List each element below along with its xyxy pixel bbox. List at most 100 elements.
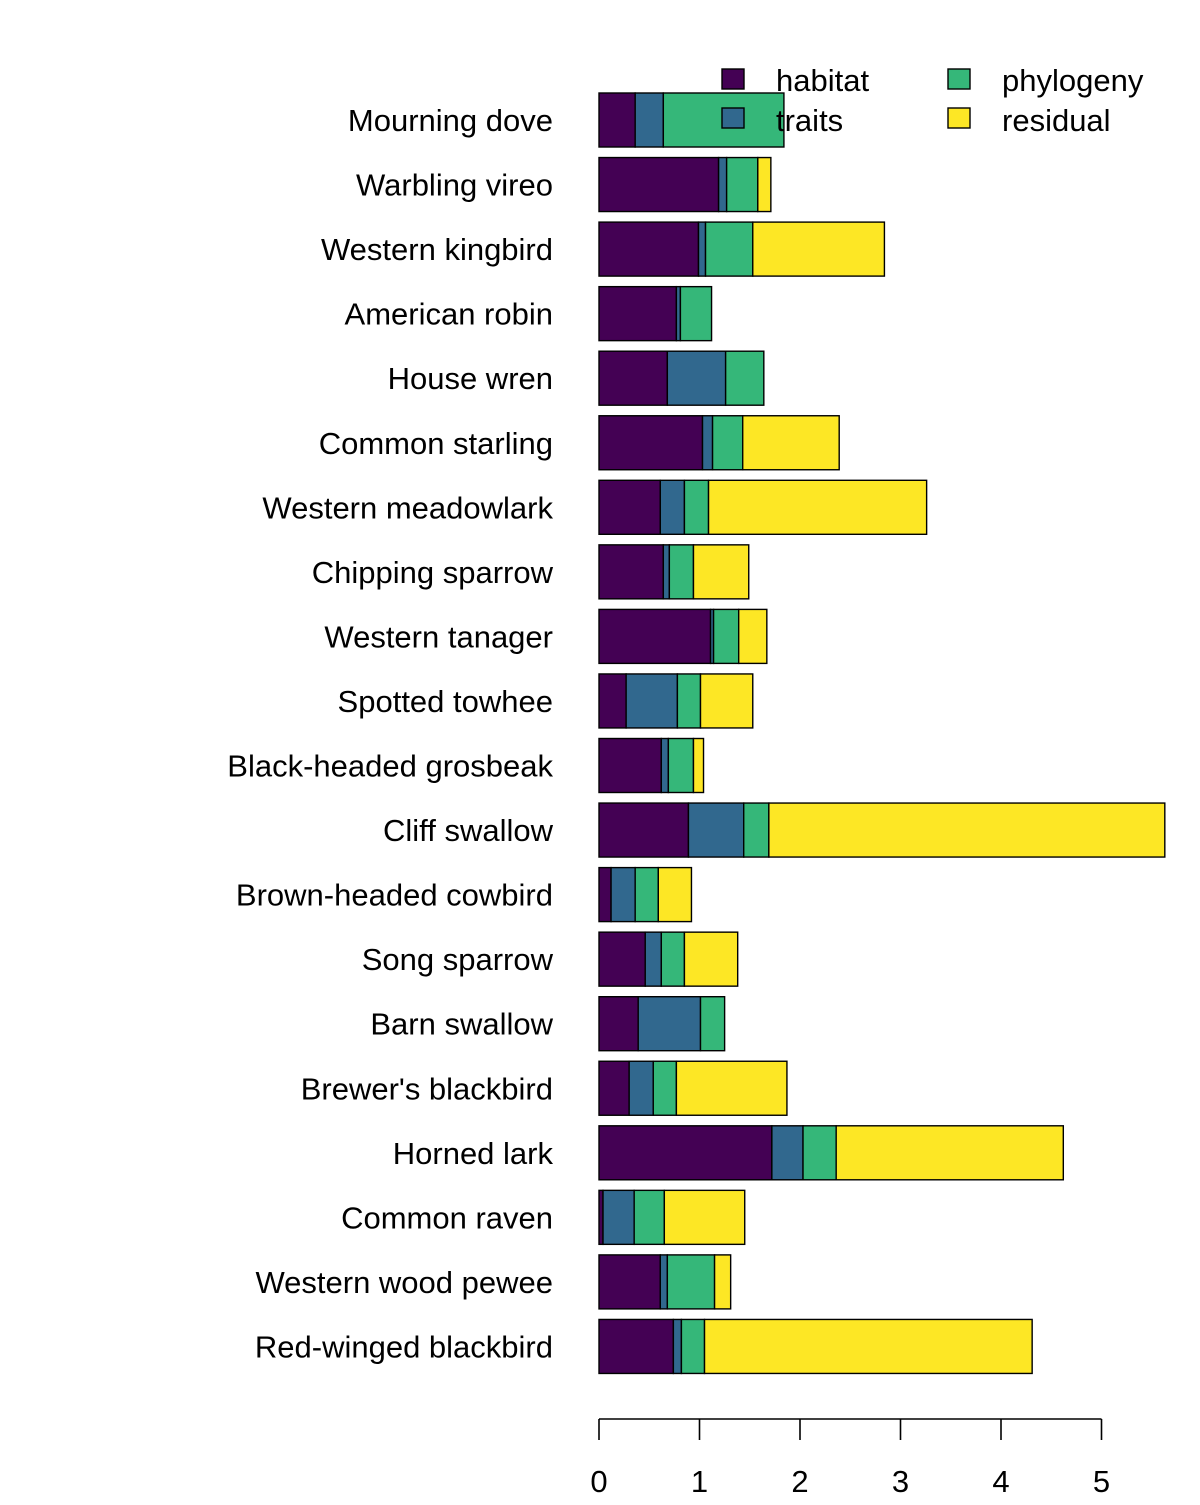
category-label: Mourning dove [348,103,553,138]
bar-segment-phylogeny [712,608,740,665]
bar-segment-residual [752,221,886,277]
bar-segment-phylogeny [704,221,754,277]
bar-segment-traits [662,544,671,600]
x-tick-label: 0 [590,1464,607,1499]
bar-segment-residual [757,156,772,213]
legend-swatch-habitat [721,68,745,90]
bar-segment-habitat [598,673,627,729]
bar-segment-phylogeny [633,1189,666,1246]
x-tick-label: 4 [992,1464,1009,1499]
category-label: Song sparrow [362,942,554,977]
bar-segment-traits [610,866,636,923]
x-axis: 0 1 2 3 4 5 [590,1418,1110,1499]
legend-label-phylogeny: phylogeny [1002,63,1144,98]
bar-segment-traits [659,1254,669,1310]
legend: habitat traits phylogeny residual [721,63,1144,138]
bar-segment-phylogeny [660,931,686,987]
legend-label-residual: residual [1002,103,1111,138]
x-tick-label: 2 [791,1464,808,1499]
bar-segment-phylogeny [683,479,710,535]
bar-segment-traits [644,931,663,987]
bar-segment-residual [703,1318,1033,1375]
bar-segment-traits [634,92,665,148]
bar-segment-habitat [598,737,663,794]
bar-segment-habitat [598,544,665,600]
x-tick-label: 3 [892,1464,909,1499]
category-label: Common raven [341,1200,553,1235]
bar-segment-phylogeny [652,1060,678,1116]
bar-segment-habitat [598,1125,773,1181]
category-label: Brewer's blackbird [301,1071,553,1106]
bar-segment-traits [637,996,702,1052]
bar-segment-phylogeny [802,1125,837,1181]
category-label: Western tanager [324,619,553,654]
bar-segment-habitat [598,1060,630,1116]
bar-segment-phylogeny [711,415,744,471]
bar-segment-phylogeny [699,996,726,1052]
category-label: Black-headed grosbeak [227,749,553,784]
bar-segment-traits [625,673,679,729]
bar-segment-habitat [598,996,639,1052]
bar-segment-traits [771,1125,804,1181]
category-label: Barn swallow [370,1007,553,1042]
bar-segment-residual [699,673,754,729]
legend-swatch-residual [947,107,971,129]
bar-segment-habitat [598,285,678,342]
bar-segment-phylogeny [666,1254,716,1310]
bar-segment-traits [717,156,728,213]
category-label: Red-winged blackbird [255,1329,553,1364]
category-label: Horned lark [393,1136,554,1171]
bar-segment-traits [659,479,686,535]
bar-segment-residual [713,1254,732,1310]
bar-segment-residual [707,479,928,535]
category-label: American robin [345,297,553,332]
bar-segment-traits [660,737,670,794]
bar-segment-traits [672,1318,683,1375]
bar-segment-phylogeny [634,866,659,923]
bar-segment-habitat [598,802,690,858]
category-label: Western kingbird [321,232,553,267]
category-label: Spotted towhee [338,684,553,719]
bar-segment-residual [675,1060,788,1116]
category-label: Common starling [319,426,553,461]
bar-segment-habitat [598,608,712,665]
bar-segment-residual [692,544,750,600]
category-label: Western meadowlark [262,490,553,525]
bar-segment-residual [683,931,739,987]
bars-layer [598,92,1166,1375]
bar-segment-traits [701,415,714,471]
category-label: Western wood pewee [255,1265,553,1300]
legend-swatch-traits [721,107,745,129]
bar-segment-habitat [598,931,646,987]
bar-segment-habitat [598,1254,662,1310]
bar-segment-residual [742,415,840,471]
bar-segment-habitat [598,92,636,148]
bar-segment-habitat [598,221,700,277]
bar-segment-phylogeny [668,544,695,600]
bar-segment-traits [628,1060,654,1116]
bar-segment-residual [692,737,705,794]
category-label: House wren [388,361,553,396]
legend-swatch-phylogeny [947,68,971,90]
bar-segment-residual [835,1125,1065,1181]
category-label: Brown-headed cowbird [236,878,553,913]
bar-segment-phylogeny [679,285,713,342]
bar-segment-habitat [598,156,720,213]
bar-segment-habitat [598,479,662,535]
legend-label-traits: traits [776,103,843,138]
bar-segment-residual [737,608,768,665]
category-label: Warbling vireo [356,168,553,203]
bar-segment-phylogeny [676,673,702,729]
bar-segment-phylogeny [725,156,759,213]
bar-segment-phylogeny [724,350,765,406]
bar-segment-traits [697,221,707,277]
bar-segment-residual [768,802,1166,858]
bar-segment-habitat [598,866,612,923]
bar-segment-phylogeny [680,1318,706,1375]
bar-segment-traits [687,802,745,858]
bar-segment-habitat [598,350,669,406]
category-labels: Mourning dove Warbling vireo Western kingb… [227,103,553,1364]
bar-segment-habitat [598,1318,675,1375]
bar-segment-phylogeny [743,802,770,858]
